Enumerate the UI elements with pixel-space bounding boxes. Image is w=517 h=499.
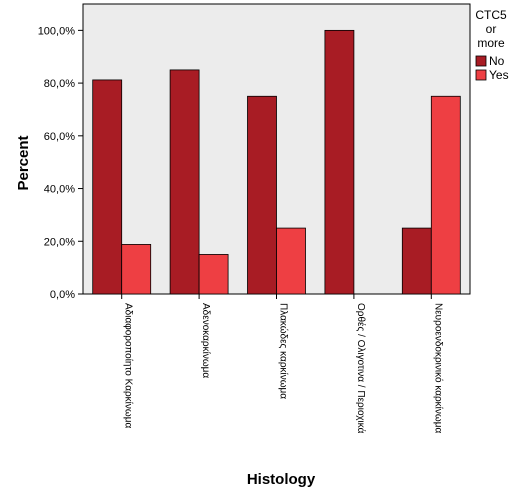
x-axis-title: Histology <box>247 471 316 488</box>
x-category-label: Νευροενδοκρινικό καρκίνωμα <box>432 303 444 433</box>
legend-label-no: No <box>489 54 505 68</box>
y-tick-label: 0,0% <box>50 289 75 301</box>
y-tick-label: 60,0% <box>44 131 75 143</box>
bar-yes-2 <box>276 227 306 295</box>
x-category-label: Αδενοκαρκίνωμα <box>200 303 212 378</box>
legend-label-yes: Yes <box>489 68 509 82</box>
y-tick-label: 20,0% <box>44 236 75 248</box>
x-category-label: Ορθές / Ολιγοτινα / Περιοχικά <box>355 303 367 434</box>
bar-yes-1 <box>198 254 229 295</box>
bar-yes-0 <box>121 244 152 295</box>
legend-swatch-yes <box>475 69 487 81</box>
legend: CTC5 or more No Yes <box>475 8 508 82</box>
legend-title-line-1: CTC5 <box>475 8 507 22</box>
bar-no-3 <box>324 29 355 295</box>
x-category-label: Πλακώδες καρκίνωμα <box>278 303 290 399</box>
y-tick-label: 100,0% <box>38 25 76 37</box>
bar-no-4 <box>401 227 432 295</box>
x-category-label: Αδιαφοροποίητο Καρκίνωμα <box>123 303 135 428</box>
bars-group <box>92 29 461 295</box>
bar-yes-4 <box>430 95 461 295</box>
x-axis: Αδιαφοροποίητο Καρκίνωμα Αδενοκαρκίνωμα Πλ… <box>121 294 444 434</box>
bar-no-2 <box>247 95 277 295</box>
y-axis: 0,0% 20,0% 40,0% 60,0% 80,0% 100,0% <box>38 25 83 301</box>
y-tick-label: 80,0% <box>44 78 75 90</box>
legend-title-line-3: more <box>477 36 505 50</box>
bar-no-1 <box>169 69 200 295</box>
y-tick-label: 40,0% <box>44 184 75 196</box>
y-axis-title: Percent <box>15 135 32 190</box>
legend-swatch-no <box>475 55 487 67</box>
bar-no-0 <box>92 79 123 295</box>
legend-title-line-2: or <box>486 22 497 36</box>
